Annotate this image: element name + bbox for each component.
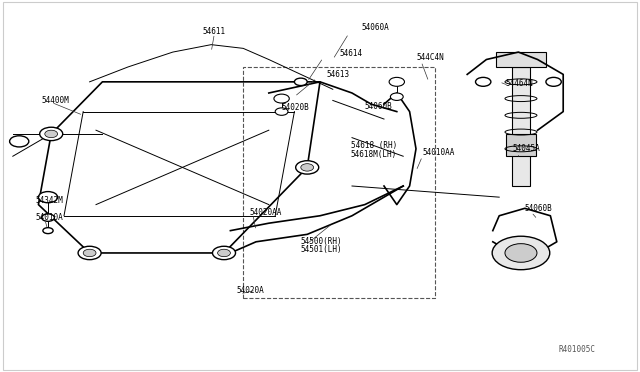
Text: 54020A: 54020A: [237, 286, 264, 295]
Circle shape: [505, 244, 537, 262]
Text: 54400M: 54400M: [42, 96, 69, 105]
Text: 54010AA: 54010AA: [422, 148, 455, 157]
Text: 54010A: 54010A: [35, 213, 63, 222]
Circle shape: [42, 214, 54, 221]
Circle shape: [78, 246, 101, 260]
Text: 54611: 54611: [203, 27, 226, 36]
Circle shape: [296, 161, 319, 174]
Bar: [512, 67, 530, 186]
Circle shape: [212, 246, 236, 260]
Text: 54618 (RH): 54618 (RH): [351, 141, 397, 150]
Circle shape: [218, 249, 230, 257]
Circle shape: [389, 77, 404, 86]
Bar: [506, 134, 536, 156]
Circle shape: [10, 136, 29, 147]
Text: 54614: 54614: [339, 49, 362, 58]
Circle shape: [390, 93, 403, 100]
Circle shape: [274, 94, 289, 103]
Bar: [496, 52, 546, 67]
Text: 54618M(LH): 54618M(LH): [351, 150, 397, 159]
Circle shape: [275, 108, 288, 115]
Circle shape: [294, 78, 307, 86]
Text: 54020AA: 54020AA: [250, 208, 282, 217]
Circle shape: [43, 228, 53, 234]
Text: 54060A: 54060A: [362, 23, 389, 32]
Text: 54060B: 54060B: [365, 102, 392, 110]
Circle shape: [38, 192, 58, 203]
Text: 544C4N: 544C4N: [416, 53, 444, 62]
Text: 54464N: 54464N: [506, 79, 533, 88]
Text: 54060B: 54060B: [525, 204, 552, 213]
Circle shape: [45, 130, 58, 138]
Text: 54045A: 54045A: [512, 144, 540, 153]
Circle shape: [83, 249, 96, 257]
Circle shape: [301, 164, 314, 171]
Text: R401005C: R401005C: [558, 345, 595, 354]
Text: 54501(LH): 54501(LH): [301, 246, 342, 254]
Text: 54500(RH): 54500(RH): [301, 237, 342, 246]
Text: 54342M: 54342M: [35, 196, 63, 205]
Circle shape: [476, 77, 491, 86]
Text: 54613: 54613: [326, 70, 349, 79]
Circle shape: [546, 77, 561, 86]
Text: 54020B: 54020B: [282, 103, 309, 112]
Circle shape: [40, 127, 63, 141]
Circle shape: [492, 236, 550, 270]
